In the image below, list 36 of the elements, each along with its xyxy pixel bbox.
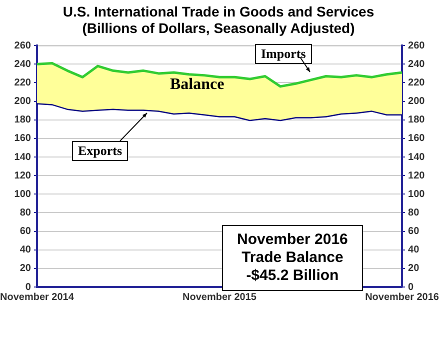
y-tick-label: 260 xyxy=(14,40,32,52)
y2-tick-label: 100 xyxy=(408,188,426,200)
y2-tick-label: 20 xyxy=(408,263,420,274)
y-tick-label: 160 xyxy=(14,133,32,144)
y-tick-label: 240 xyxy=(14,58,32,70)
x-tick-label: November 2016 xyxy=(365,292,439,303)
y2-tick-label: 40 xyxy=(408,244,420,256)
y-tick-label: 0 xyxy=(25,282,32,293)
y2-tick-label: 200 xyxy=(408,96,426,108)
y2-tick-label: 0 xyxy=(408,282,414,293)
x-tick-label: November 2014 xyxy=(0,292,74,303)
annotation: Balance xyxy=(170,76,224,94)
y2-tick-label: 220 xyxy=(408,77,426,88)
y2-tick-label: 140 xyxy=(408,152,426,163)
y-tick-label: 220 xyxy=(14,77,32,88)
y2-tick-label: 80 xyxy=(408,207,420,218)
y2-tick-label: 60 xyxy=(408,226,420,238)
y-tick-label: 20 xyxy=(20,263,32,274)
y-tick-label: 180 xyxy=(14,114,32,126)
x-tick-label: November 2015 xyxy=(182,292,257,303)
y-tick-label: 100 xyxy=(14,188,32,200)
annotation: November 2016 Trade Balance -$45.2 Billion xyxy=(222,225,363,291)
chart-title: U.S. International Trade in Goods and Services (Billions of Dollars, Seasonally Adjusted) xyxy=(62,3,374,36)
y-tick-label: 120 xyxy=(14,170,32,182)
text: Exports xyxy=(72,141,128,161)
y2-tick-label: 260 xyxy=(408,40,426,52)
y-tick-label: 60 xyxy=(20,226,32,238)
series-label: Imports xyxy=(255,44,312,64)
y2-tick-label: 240 xyxy=(408,58,426,70)
y2-tick-label: 160 xyxy=(408,133,426,144)
y2-tick-label: 120 xyxy=(408,170,426,182)
y-tick-label: 200 xyxy=(14,96,32,108)
y2-tick-label: 180 xyxy=(408,114,426,126)
y-tick-label: 140 xyxy=(14,152,32,163)
y-tick-label: 80 xyxy=(20,207,32,218)
y-tick-label: 40 xyxy=(20,244,32,256)
